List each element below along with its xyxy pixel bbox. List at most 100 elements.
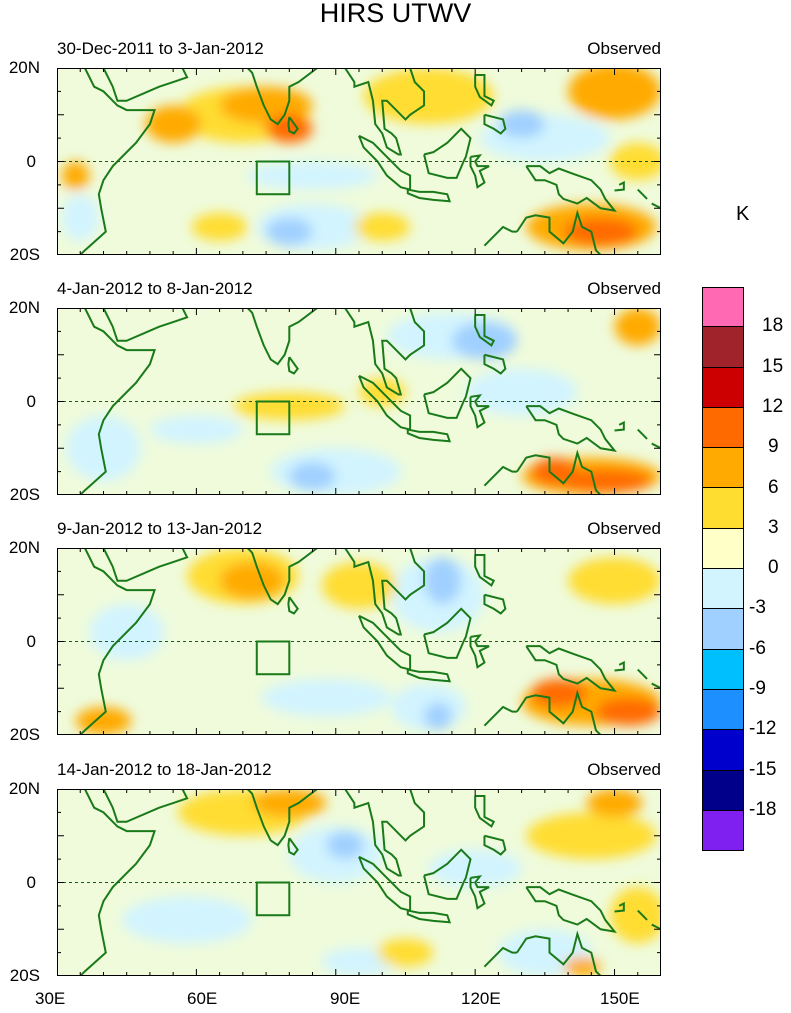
panel-date-range: 30-Dec-2011 to 3-Jan-2012 [57, 39, 264, 58]
coastline [483, 353, 507, 375]
lon-label: 90E [330, 989, 361, 1008]
map-panel [57, 548, 661, 735]
anomaly-region [568, 557, 661, 605]
coastline [469, 154, 490, 189]
lat-label: 0 [26, 151, 36, 171]
coastline [228, 68, 318, 126]
region-box [255, 160, 291, 196]
colorbar-swatch [702, 609, 744, 650]
coastline [358, 374, 412, 431]
anomaly-region [75, 706, 132, 735]
anomaly-region [61, 194, 99, 241]
anomaly-region [424, 702, 452, 731]
anomaly-region [219, 562, 285, 600]
coastline [344, 308, 426, 396]
colorbar [702, 287, 744, 852]
lon-label: 60E [187, 989, 218, 1008]
lat-label: 20N [8, 298, 40, 317]
anomaly-region [563, 957, 601, 976]
colorbar-label: 6 [768, 476, 779, 498]
coastline [228, 789, 318, 847]
coastline [287, 837, 299, 856]
figure-title: HIRS UTWV [319, 0, 472, 28]
panel-date-range: 14-Jan-2012 to 18-Jan-2012 [57, 760, 272, 779]
colorbar-swatch [702, 770, 744, 811]
anomaly-region [614, 308, 661, 346]
panel-date-range: 4-Jan-2012 to 8-Jan-2012 [57, 279, 253, 298]
coastline [469, 875, 490, 910]
panel-label: Observed [587, 760, 661, 779]
coastline [651, 442, 661, 450]
coastline [102, 308, 189, 342]
anomaly-region [465, 368, 578, 416]
coastline [287, 356, 299, 375]
coastline [358, 134, 412, 191]
anomaly-region [289, 462, 336, 491]
coastline [483, 225, 517, 247]
coastline [651, 682, 661, 690]
lon-label: 120E [461, 989, 501, 1008]
region-box [255, 881, 291, 917]
anomaly-region [266, 217, 313, 246]
coastline [614, 180, 625, 192]
colorbar-label: -18 [749, 798, 777, 820]
coastline [79, 68, 156, 255]
coastline [516, 689, 602, 735]
lat-label: 20S [9, 485, 40, 504]
coastline [406, 188, 452, 203]
colorbar-swatch [702, 689, 744, 731]
coastline [637, 909, 648, 921]
panel-date-range: 9-Jan-2012 to 13-Jan-2012 [57, 519, 263, 538]
anomaly-region [321, 947, 397, 976]
map-panel [57, 789, 661, 976]
coastline [651, 202, 661, 210]
colorbar-label: 0 [768, 557, 779, 579]
anomaly-region [145, 105, 202, 143]
coastline [228, 548, 318, 606]
coastline [423, 848, 472, 900]
coastline [102, 548, 189, 582]
coastline [614, 660, 625, 672]
lat-label: 20N [8, 58, 40, 77]
anomaly-region [61, 161, 90, 190]
coastline [79, 308, 156, 495]
lat-label: 0 [26, 391, 36, 411]
anomaly-region [586, 226, 624, 246]
lon-label: 30E [35, 989, 66, 1008]
anomaly-region [377, 938, 434, 967]
coastline [614, 901, 625, 913]
coastline [525, 165, 617, 213]
anomaly-region [526, 812, 657, 860]
colorbar-label: 12 [762, 395, 784, 417]
colorbar-swatch [702, 407, 744, 449]
map-panel [57, 308, 661, 495]
coastline [406, 909, 452, 924]
colorbar-swatch [702, 448, 744, 489]
panel-label: Observed [587, 39, 661, 58]
anomaly-region [530, 678, 587, 707]
coastline [469, 634, 490, 669]
anomaly-region [609, 887, 661, 944]
anomaly-region [424, 557, 462, 605]
coastline [344, 789, 426, 877]
coastline [516, 930, 602, 976]
coastline [358, 614, 412, 671]
anomaly-region [354, 212, 411, 241]
colorbar-swatch [702, 528, 744, 570]
colorbar-swatch [702, 327, 744, 368]
coastline [516, 449, 602, 495]
map-panel [57, 68, 661, 255]
coastline [102, 68, 189, 102]
anomaly-region [595, 697, 661, 726]
colorbar-swatch [702, 649, 744, 690]
coastline [79, 548, 156, 735]
lon-label: 150E [600, 989, 640, 1008]
lat-label: 0 [26, 872, 36, 892]
lat-label: 20S [9, 966, 40, 985]
colorbar-label: 15 [762, 355, 784, 377]
colorbar-label: -9 [749, 678, 766, 699]
region-box [255, 400, 291, 436]
anomaly-region [247, 161, 378, 190]
lat-label: 20S [9, 725, 40, 744]
coastline [614, 420, 625, 432]
